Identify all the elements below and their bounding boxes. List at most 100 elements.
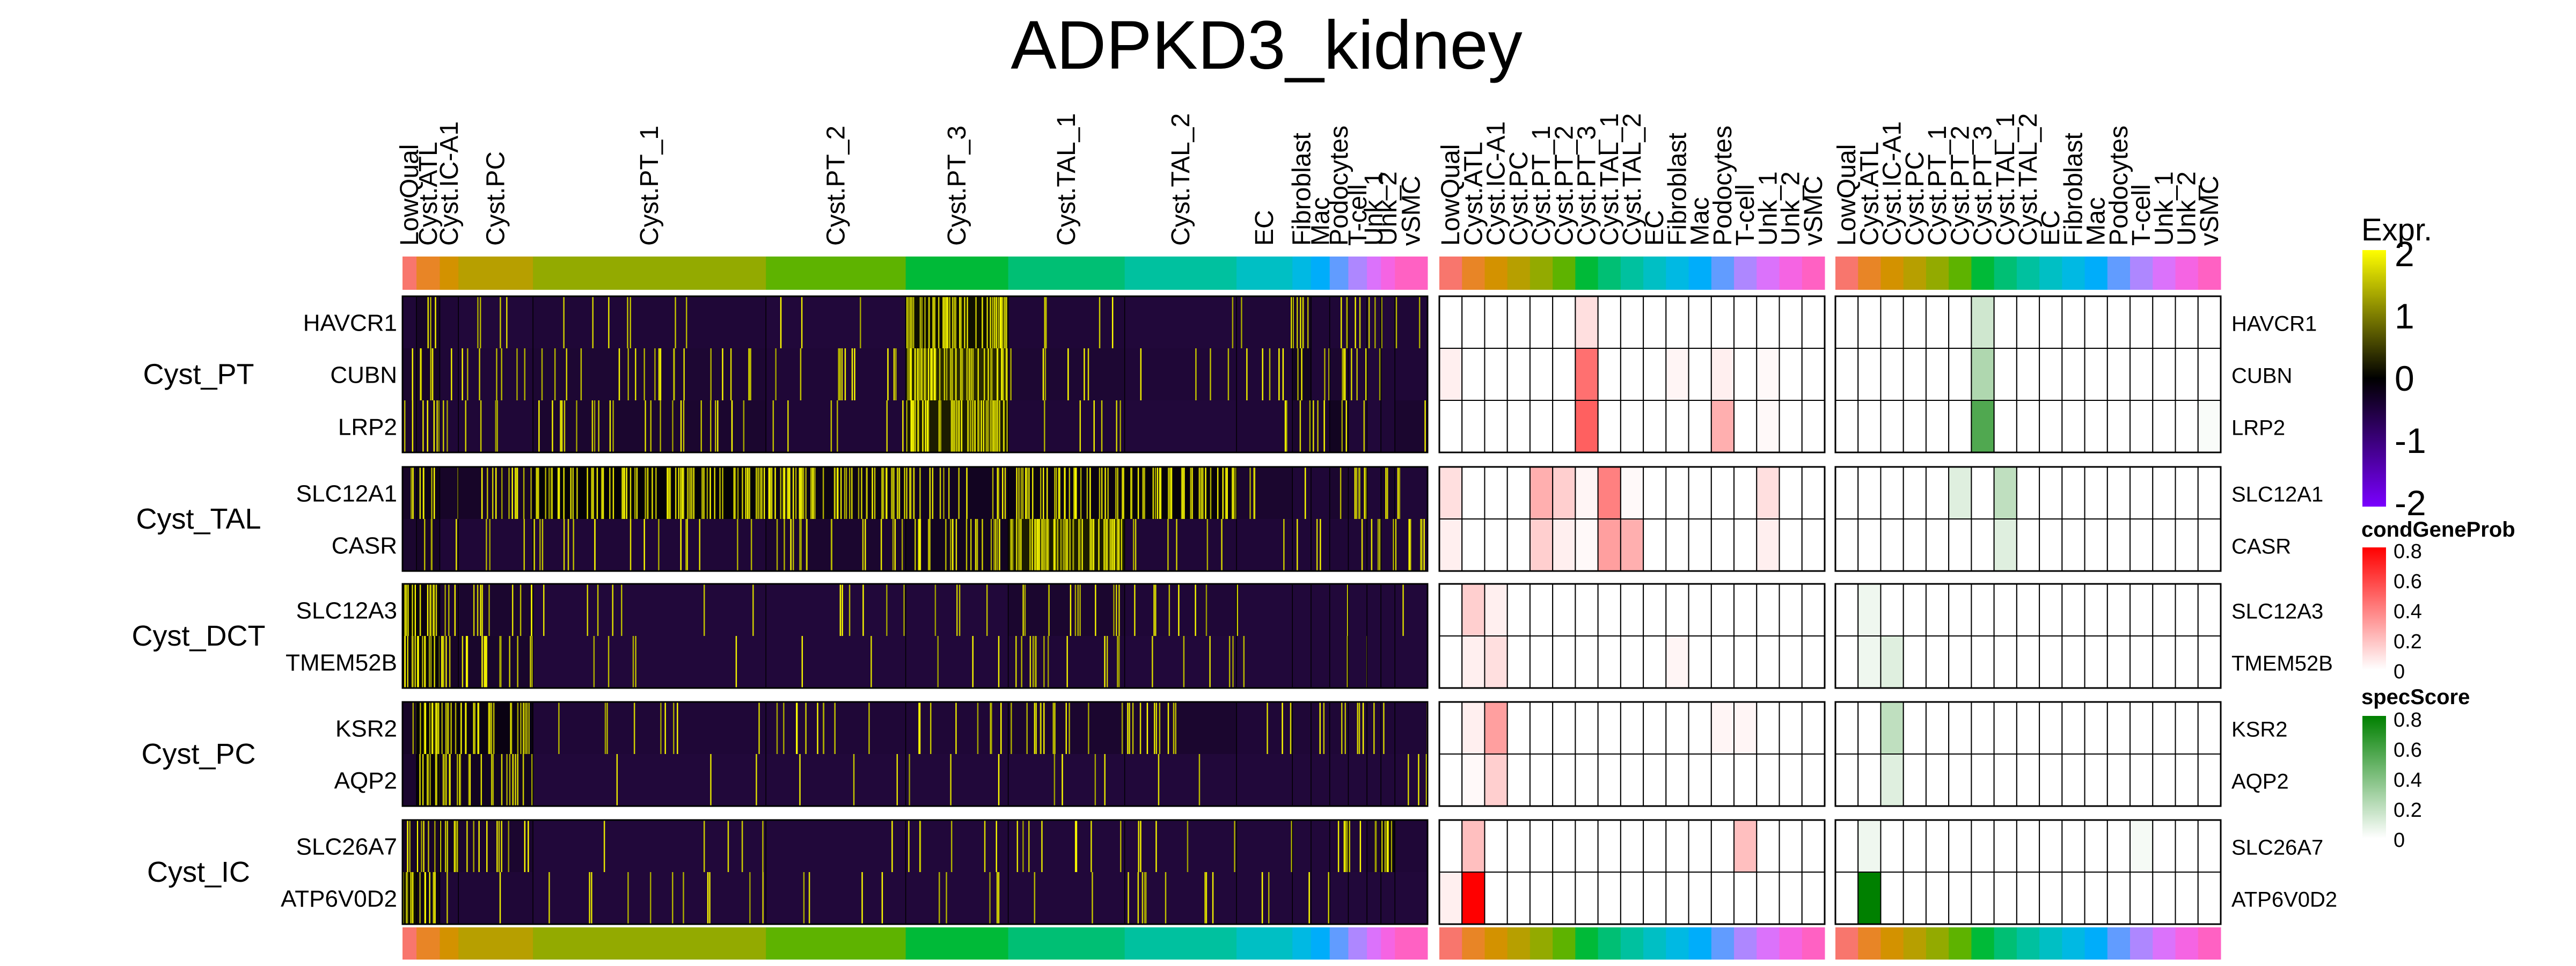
- spec-cell: [1971, 635, 1995, 689]
- spec-cell: [1902, 583, 1927, 636]
- heatmap-cell-stripe: [1104, 754, 1106, 806]
- heatmap-cell-stripe: [780, 296, 782, 348]
- legend-spec-tick: 0.6: [2394, 739, 2422, 762]
- heatmap-cell-stripe: [978, 400, 980, 452]
- heatmap-cell: [1236, 400, 1293, 452]
- heatmap-cell-stripe: [1075, 820, 1078, 872]
- prob-cell: [1710, 348, 1735, 401]
- heatmap-cell-stripe: [524, 348, 526, 400]
- prob-cluster-bar-top-16: [1779, 257, 1803, 290]
- spec-cell: [1902, 753, 1927, 807]
- heatmap-cell-stripe: [991, 702, 992, 754]
- heatmap-cell: [533, 636, 766, 688]
- heatmap-cell-stripe: [682, 467, 684, 519]
- heatmap-cell-stripe: [484, 636, 485, 688]
- heatmap-cell-stripe: [1316, 519, 1318, 571]
- heatmap-cell-stripe: [1206, 519, 1209, 571]
- heatmap-cell-stripe: [541, 519, 544, 571]
- heatmap-cell-stripe: [795, 702, 797, 754]
- heatmap-cell-stripe: [1387, 467, 1388, 519]
- heatmap-cell-stripe: [411, 636, 413, 688]
- heatmap-cluster-bar-top-10: [1236, 257, 1293, 290]
- heatmap-cell-stripe: [495, 400, 497, 452]
- heatmap-cell: [1311, 584, 1330, 636]
- spec-cell: [2039, 400, 2063, 453]
- prob-cluster-bar-bottom-7: [1575, 927, 1599, 960]
- heatmap-cell-stripe: [460, 702, 462, 754]
- prob-cell: [1620, 753, 1644, 807]
- spec-cell: [1835, 583, 1859, 636]
- heatmap-cell-stripe: [479, 348, 480, 400]
- heatmap-cell-stripe: [761, 467, 763, 519]
- spec-cell: [1971, 872, 1995, 925]
- heatmap-cell-stripe: [1323, 702, 1325, 754]
- prob-cell: [1461, 819, 1485, 873]
- heatmap-cell-stripe: [1158, 754, 1160, 806]
- heatmap-cell-stripe: [1363, 400, 1365, 452]
- prob-cell: [1461, 701, 1485, 755]
- spec-cell: [1971, 296, 1995, 349]
- heatmap-cell-stripe: [1232, 636, 1234, 688]
- heatmap-cell: [766, 348, 906, 400]
- heatmap-row-label: TMEM52B: [286, 650, 397, 676]
- heatmap-cell-stripe: [429, 584, 431, 636]
- prob-cell: [1756, 400, 1780, 453]
- spec-block-border: [1834, 466, 2222, 572]
- heatmap-cell-stripe: [996, 820, 997, 872]
- spec-cell: [1902, 635, 1927, 689]
- heatmap-cell-stripe: [621, 467, 623, 519]
- heatmap-cell-stripe: [591, 467, 593, 519]
- heatmap-cell-stripe: [984, 820, 986, 872]
- legend-expr-tick: 2: [2395, 234, 2414, 274]
- prob-cell: [1529, 583, 1554, 636]
- heatmap-cell-stripe: [531, 636, 533, 688]
- heatmap-cell-stripe: [673, 702, 675, 754]
- heatmap-cell-stripe: [523, 467, 525, 519]
- heatmap-cell-stripe: [489, 519, 491, 571]
- heatmap-cell-stripe: [548, 872, 550, 924]
- spec-cell: [2039, 583, 2063, 636]
- heatmap-cluster-bar-top-4: [458, 257, 533, 290]
- heatmap-row-label: SLC26A7: [296, 834, 397, 860]
- prob-cell: [1484, 583, 1508, 636]
- spec-cluster-bar-top-8: [1994, 257, 2017, 290]
- heatmap-cell-stripe: [660, 400, 661, 452]
- heatmap-cell-stripe: [950, 820, 953, 872]
- prob-cell: [1665, 872, 1689, 925]
- heatmap-cell-stripe: [1282, 702, 1283, 754]
- prob-cell: [1733, 819, 1758, 873]
- heatmap-cell-stripe: [1093, 519, 1095, 571]
- heatmap-cell-stripe: [1020, 519, 1022, 571]
- heatmap-cell-stripe: [1300, 296, 1301, 348]
- heatmap-cell-stripe: [800, 348, 802, 400]
- spec-cell: [2061, 872, 2085, 925]
- heatmap-cell-stripe: [1205, 467, 1206, 519]
- heatmap-cell: [1311, 636, 1330, 688]
- spec-cell: [1925, 635, 1950, 689]
- spec-cell: [1835, 701, 1859, 755]
- heatmap-cell-stripe: [1098, 519, 1100, 571]
- spec-cell: [1993, 583, 2017, 636]
- prob-cell: [1484, 400, 1508, 453]
- heatmap-cell-stripe: [940, 400, 942, 452]
- heatmap-cell-stripe: [516, 348, 518, 400]
- prob-cluster-bar-top-15: [1757, 257, 1780, 290]
- heatmap-cell-stripe: [1342, 348, 1343, 400]
- spec-cell: [2084, 701, 2108, 755]
- heatmap-cell-stripe: [1395, 519, 1396, 571]
- heatmap-cell-stripe: [1421, 519, 1423, 571]
- heatmap-cell-stripe: [872, 467, 873, 519]
- heatmap-cell-stripe: [423, 467, 425, 519]
- heatmap-cell-stripe: [686, 519, 689, 571]
- prob-cell: [1779, 400, 1803, 453]
- heatmap-cell-stripe: [531, 754, 533, 806]
- panel-row-label: SLC26A7: [2231, 836, 2323, 860]
- heatmap-cell-stripe: [488, 702, 490, 754]
- heatmap-cell-stripe: [1034, 872, 1036, 924]
- heatmap-row-label: CASR: [332, 533, 397, 559]
- heatmap-cell-stripe: [1157, 467, 1159, 519]
- gene-group-label: Cyst_IC: [147, 856, 250, 888]
- spec-cluster-bar-top-15: [2153, 257, 2176, 290]
- heatmap-cell-stripe: [1066, 636, 1068, 688]
- heatmap-cell: [1236, 754, 1293, 806]
